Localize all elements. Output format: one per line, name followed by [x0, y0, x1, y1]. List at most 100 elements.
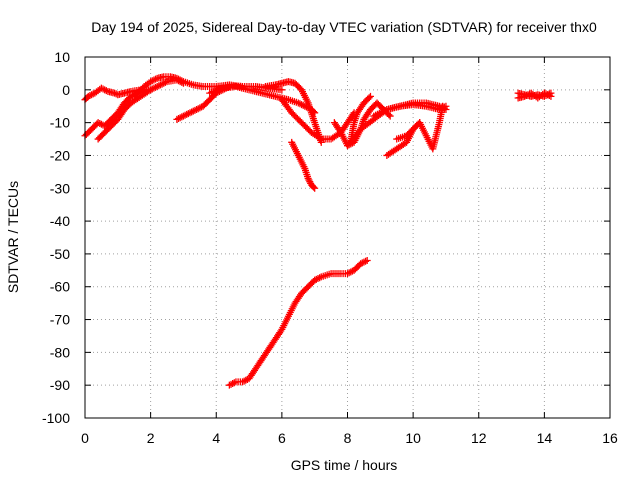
data-point: [301, 102, 309, 110]
data-point: [545, 92, 553, 100]
data-point: [304, 174, 312, 182]
data-point: [305, 176, 313, 184]
data-point: [97, 84, 105, 92]
series-track-k: [347, 92, 374, 146]
data-point: [176, 114, 184, 122]
data-point: [278, 86, 286, 94]
y-tick-label: -80: [50, 344, 70, 360]
data-point: [184, 110, 192, 118]
data-point: [298, 101, 306, 109]
data-point: [357, 260, 365, 268]
data-point: [186, 109, 194, 117]
data-point: [314, 275, 322, 283]
data-point: [225, 381, 233, 389]
y-tick-label: 0: [62, 82, 70, 98]
data-point: [158, 80, 166, 88]
data-point: [191, 106, 199, 114]
data-point: [88, 91, 96, 99]
data-point: [189, 107, 197, 115]
x-tick-label: 6: [278, 430, 286, 446]
data-point: [439, 102, 447, 110]
x-tick-label: 2: [147, 430, 155, 446]
chart-title: Day 194 of 2025, Sidereal Day-to-day VTE…: [91, 19, 597, 35]
x-axis-ticks: 0 2 4 6 8 10 12 14 16: [81, 57, 618, 446]
data-points: [81, 73, 555, 389]
data-point: [242, 376, 250, 384]
y-axis-ticks: 10 0 -10 -20 -30 -40 -50 -60 -70 -80 -90 -100: [42, 49, 610, 426]
data-point: [152, 75, 160, 83]
series-track-h: [288, 138, 319, 192]
data-point: [366, 92, 374, 100]
data-point: [111, 89, 119, 97]
data-point: [522, 92, 530, 100]
data-point: [544, 91, 552, 99]
series-track-q: [514, 89, 555, 102]
x-tick-label: 16: [602, 430, 618, 446]
data-point: [160, 79, 168, 87]
data-point: [344, 270, 351, 278]
data-point: [173, 74, 181, 82]
y-tick-label: -20: [50, 147, 70, 163]
y-tick-label: -100: [42, 410, 70, 426]
x-tick-label: 0: [81, 430, 89, 446]
data-point: [540, 89, 548, 97]
data-point: [196, 104, 204, 112]
data-point: [148, 85, 156, 93]
data-point: [153, 83, 161, 91]
data-point: [277, 327, 285, 335]
data-point: [86, 92, 94, 100]
data-point: [176, 76, 184, 84]
y-tick-label: -30: [50, 180, 70, 196]
x-tick-label: 10: [405, 430, 421, 446]
x-tick-label: 14: [537, 430, 553, 446]
data-point: [175, 75, 183, 83]
grid: [85, 57, 610, 418]
data-point: [99, 85, 107, 93]
data-point: [148, 77, 156, 85]
data-point: [229, 380, 237, 388]
data-point: [84, 92, 92, 100]
y-tick-label: -40: [50, 213, 70, 229]
data-point: [296, 100, 304, 108]
y-axis-label: SDTVAR / TECUs: [5, 181, 21, 293]
series-track-r: [225, 256, 371, 389]
data-point: [240, 377, 248, 385]
data-point: [194, 105, 202, 113]
x-tick-label: 8: [344, 430, 352, 446]
data-point: [156, 81, 164, 89]
data-point: [96, 119, 104, 127]
y-tick-label: -50: [50, 246, 70, 262]
data-point: [311, 184, 319, 192]
data-point: [363, 256, 371, 264]
data-point: [311, 276, 319, 284]
data-point: [239, 378, 246, 386]
data-point: [152, 83, 160, 91]
data-point: [312, 275, 320, 283]
series-track-o: [383, 119, 424, 159]
data-point: [521, 92, 529, 100]
data-point: [150, 76, 158, 84]
data-point: [181, 111, 189, 119]
y-tick-label: -70: [50, 312, 70, 328]
data-point: [101, 86, 109, 94]
data-point: [227, 380, 235, 388]
data-point: [306, 178, 314, 186]
data-point: [316, 274, 324, 282]
data-point: [175, 115, 183, 123]
y-tick-label: 10: [54, 49, 70, 65]
data-point: [188, 108, 196, 116]
data-point: [345, 269, 353, 277]
data-point: [547, 92, 555, 100]
y-tick-label: -10: [50, 115, 70, 131]
data-point: [542, 90, 550, 98]
data-point: [150, 84, 158, 92]
x-tick-label: 4: [212, 430, 220, 446]
data-point: [358, 259, 366, 267]
data-point: [294, 99, 302, 107]
data-point: [178, 113, 186, 121]
data-point: [336, 127, 344, 135]
data-point: [193, 106, 201, 114]
data-point: [173, 115, 181, 123]
data-point: [147, 78, 155, 86]
